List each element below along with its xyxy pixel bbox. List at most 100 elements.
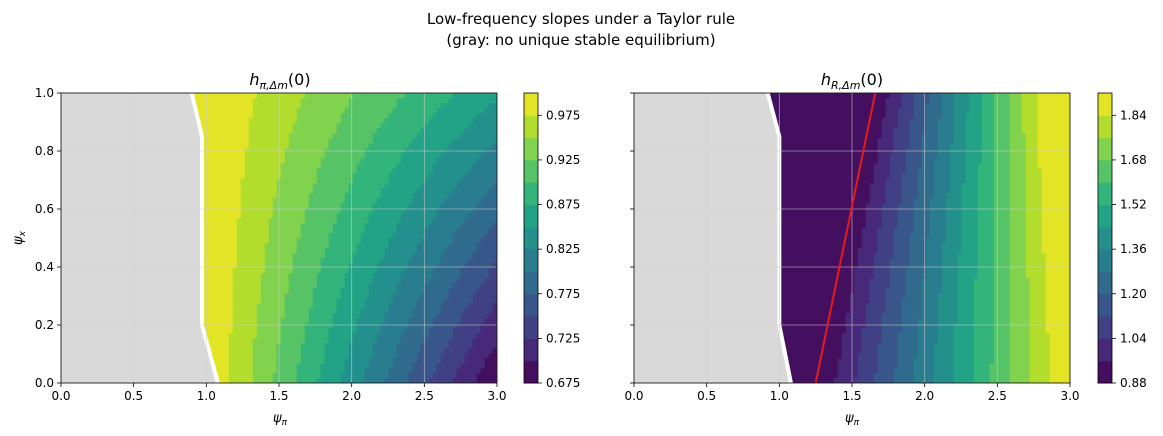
heatmap-cell	[432, 292, 438, 299]
heatmap-cell	[272, 307, 278, 314]
heatmap-cell	[224, 327, 230, 334]
heatmap-cell	[340, 337, 346, 344]
heatmap-cell	[248, 167, 254, 174]
heatmap-cell	[392, 237, 398, 244]
heatmap-cell	[216, 197, 222, 204]
heatmap-cell	[400, 242, 406, 249]
heatmap-cell	[340, 292, 346, 299]
heatmap-cell	[244, 307, 250, 314]
heatmap-cell	[344, 292, 350, 299]
heatmap-cell	[408, 287, 414, 294]
heatmap-cell	[220, 192, 226, 199]
heatmap-cell	[216, 192, 222, 199]
heatmap-cell	[268, 177, 274, 184]
heatmap-cell	[216, 332, 222, 339]
heatmap-cell	[264, 372, 270, 379]
heatmap-cell	[412, 252, 418, 259]
heatmap-cell	[248, 237, 254, 244]
heatmap-cell	[400, 312, 406, 319]
heatmap-cell	[380, 227, 386, 234]
heatmap-cell	[300, 217, 306, 224]
heatmap-cell	[392, 292, 398, 299]
heatmap-cell	[440, 247, 446, 254]
heatmap-cell	[356, 247, 362, 254]
heatmap-cell	[268, 302, 274, 309]
heatmap-cell	[380, 182, 386, 189]
heatmap-cell	[460, 167, 466, 174]
heatmap-cell	[400, 272, 406, 279]
heatmap-cell	[300, 302, 306, 309]
heatmap-cell	[216, 267, 222, 274]
heatmap-cell	[444, 342, 450, 349]
heatmap-cell	[336, 342, 342, 349]
heatmap-cell	[232, 207, 238, 214]
heatmap-cell	[408, 362, 414, 369]
heatmap-cell	[280, 162, 286, 169]
heatmap-cell	[360, 362, 366, 369]
heatmap-cell	[472, 192, 478, 199]
heatmap-cell	[292, 262, 298, 269]
heatmap-cell	[468, 362, 474, 369]
heatmap-cell	[488, 362, 494, 369]
heatmap-cell	[416, 197, 422, 204]
heatmap-cell	[252, 342, 258, 349]
heatmap-cell	[480, 292, 486, 299]
heatmap-cell	[300, 267, 306, 274]
heatmap-cell	[292, 242, 298, 249]
heatmap-cell	[492, 282, 497, 289]
heatmap-cell	[392, 317, 398, 324]
heatmap-cell	[452, 167, 458, 174]
heatmap-cell	[280, 367, 286, 374]
heatmap-cell	[324, 327, 330, 334]
heatmap-cell	[444, 247, 450, 254]
heatmap-cell	[480, 247, 486, 254]
heatmap-cell	[440, 272, 446, 279]
heatmap-cell	[308, 337, 314, 344]
heatmap-cell	[464, 342, 470, 349]
heatmap-cell	[316, 257, 322, 264]
heatmap-cell	[336, 272, 342, 279]
heatmap-cell	[312, 297, 318, 304]
heatmap-cell	[272, 372, 278, 379]
heatmap-cell	[356, 312, 362, 319]
heatmap-cell	[348, 222, 354, 229]
heatmap-cell	[332, 282, 338, 289]
heatmap-cell	[392, 297, 398, 304]
heatmap-cell	[212, 277, 218, 284]
heatmap-cell	[300, 272, 306, 279]
heatmap-cell	[384, 342, 390, 349]
heatmap-cell	[448, 322, 454, 329]
heatmap-cell	[360, 292, 366, 299]
heatmap-cell	[220, 212, 226, 219]
heatmap-cell	[384, 327, 390, 334]
heatmap-cell	[408, 267, 414, 274]
heatmap-cell	[228, 292, 234, 299]
heatmap-cell	[428, 312, 434, 319]
heatmap-cell	[480, 202, 486, 209]
heatmap-cell	[296, 302, 302, 309]
heatmap-cell	[208, 277, 214, 284]
heatmap-cell	[336, 337, 342, 344]
heatmap-cell	[448, 172, 454, 179]
heatmap-cell	[396, 267, 402, 274]
heatmap-cell	[320, 267, 326, 274]
heatmap-cell	[364, 162, 370, 169]
heatmap-cell	[396, 292, 402, 299]
heatmap-cell	[408, 367, 414, 374]
heatmap-cell	[272, 242, 278, 249]
heatmap-cell	[220, 182, 226, 189]
heatmap-cell	[476, 237, 482, 244]
heatmap-cell	[396, 237, 402, 244]
heatmap-cell	[472, 302, 478, 309]
heatmap-cell	[404, 297, 410, 304]
heatmap-cell	[384, 282, 390, 289]
heatmap-cell	[420, 282, 426, 289]
heatmap-cell	[428, 372, 434, 379]
heatmap-cell	[388, 252, 394, 259]
heatmap-cell	[464, 262, 470, 269]
heatmap-cell	[380, 192, 386, 199]
heatmap-cell	[228, 217, 234, 224]
heatmap-cell	[324, 292, 330, 299]
heatmap-cell	[236, 307, 242, 314]
